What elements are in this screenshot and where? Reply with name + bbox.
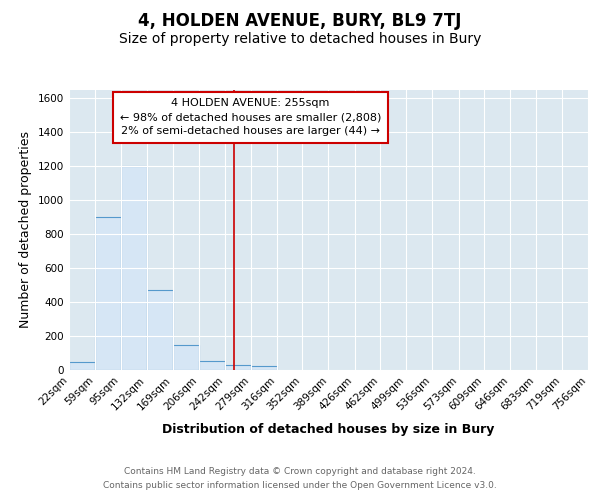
Text: 4 HOLDEN AVENUE: 255sqm
← 98% of detached houses are smaller (2,808)
2% of semi-: 4 HOLDEN AVENUE: 255sqm ← 98% of detache… <box>120 98 382 136</box>
Y-axis label: Number of detached properties: Number of detached properties <box>19 132 32 328</box>
Bar <box>199 360 224 370</box>
X-axis label: Distribution of detached houses by size in Bury: Distribution of detached houses by size … <box>163 423 494 436</box>
Bar <box>173 344 199 370</box>
Bar <box>69 362 95 370</box>
Text: Size of property relative to detached houses in Bury: Size of property relative to detached ho… <box>119 32 481 46</box>
Bar <box>95 218 121 370</box>
Text: Contains HM Land Registry data © Crown copyright and database right 2024.: Contains HM Land Registry data © Crown c… <box>124 467 476 476</box>
Bar <box>121 166 147 370</box>
Text: Contains public sector information licensed under the Open Government Licence v3: Contains public sector information licen… <box>103 481 497 490</box>
Bar <box>251 366 277 370</box>
Bar <box>224 365 251 370</box>
Text: 4, HOLDEN AVENUE, BURY, BL9 7TJ: 4, HOLDEN AVENUE, BURY, BL9 7TJ <box>139 12 461 30</box>
Bar <box>147 290 173 370</box>
